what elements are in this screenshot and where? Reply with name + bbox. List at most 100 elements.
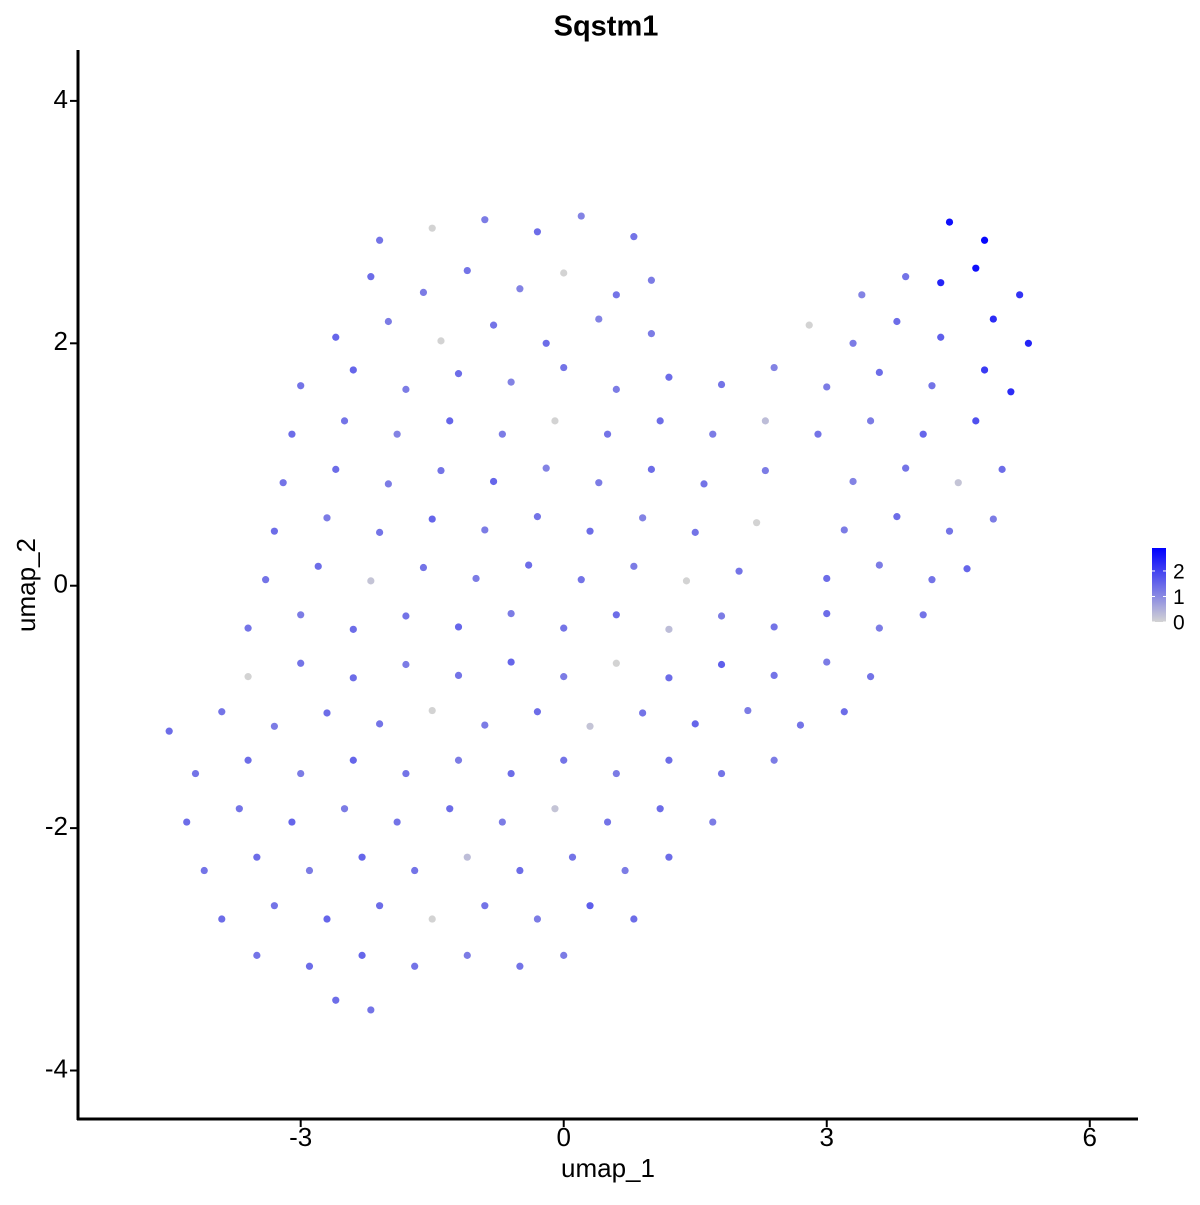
point [823,383,831,391]
point [542,339,550,347]
point [630,562,638,570]
point [428,706,436,715]
point [875,368,883,376]
point [481,721,489,729]
point [270,722,278,730]
point [761,466,769,475]
point [954,479,962,487]
point [919,430,927,438]
point [376,902,384,910]
point [428,915,436,923]
y-axis-label: umap_2 [11,538,41,632]
point [472,574,480,583]
point [332,333,340,341]
point [533,915,542,923]
point [902,464,910,472]
point [376,236,384,244]
point [665,853,673,861]
point [507,658,515,666]
point [612,659,620,667]
point [945,527,954,535]
point [647,330,655,338]
point [481,902,489,910]
point [709,430,717,438]
points [165,212,1033,1014]
point [717,612,726,620]
y-tick-label: 2 [54,326,68,356]
x-tick-label: -3 [289,1122,312,1152]
point [560,951,568,959]
point [665,625,673,633]
point [165,727,173,735]
point [630,233,638,241]
point [358,951,366,959]
point [744,706,752,715]
point [183,818,191,826]
point [454,756,463,764]
chart-title: Sqstm1 [554,11,659,43]
point [639,709,647,717]
y-tick-label: -2 [45,811,68,841]
point [928,382,936,390]
point [989,515,997,523]
point [980,236,989,244]
point [454,370,463,378]
point [516,962,524,970]
point [560,756,568,764]
point [507,378,515,386]
y-tick-label: 0 [54,569,68,599]
colorbar [1152,548,1166,622]
point [621,866,629,875]
point [989,315,997,323]
point [376,528,384,536]
point [709,818,717,826]
point [735,567,743,575]
point [218,708,226,716]
point [489,321,498,329]
point [761,417,769,425]
point [402,769,410,778]
point [270,902,278,910]
point [919,611,927,619]
point [647,276,655,284]
point [753,519,761,527]
point [367,273,375,281]
point [262,576,270,584]
point [323,709,331,717]
point [560,624,568,632]
point [419,288,428,297]
point [367,1006,375,1014]
point [814,430,822,438]
x-axis-label: umap_1 [561,1153,655,1183]
point [428,515,436,523]
point [402,660,410,669]
point [866,417,875,425]
point [612,385,620,393]
point [489,477,498,486]
point [972,417,980,425]
point [463,266,471,275]
point [858,291,866,299]
point [700,480,708,488]
point [937,333,945,341]
point [358,853,366,861]
y-tick-label: -4 [45,1053,68,1083]
point [656,805,664,813]
point [1007,388,1015,396]
x-tick-label: 6 [1083,1122,1097,1152]
point [244,624,252,632]
point [603,430,612,438]
point [349,366,357,374]
y-tick-label: 4 [54,84,68,114]
point [411,962,419,970]
colorbar-tick-label: 0 [1173,612,1185,635]
point [586,902,594,910]
point [270,527,278,535]
point [446,805,454,813]
point [998,465,1006,473]
point [200,866,208,875]
point [770,756,778,764]
point [516,285,524,293]
point [656,417,664,425]
point [823,609,831,618]
